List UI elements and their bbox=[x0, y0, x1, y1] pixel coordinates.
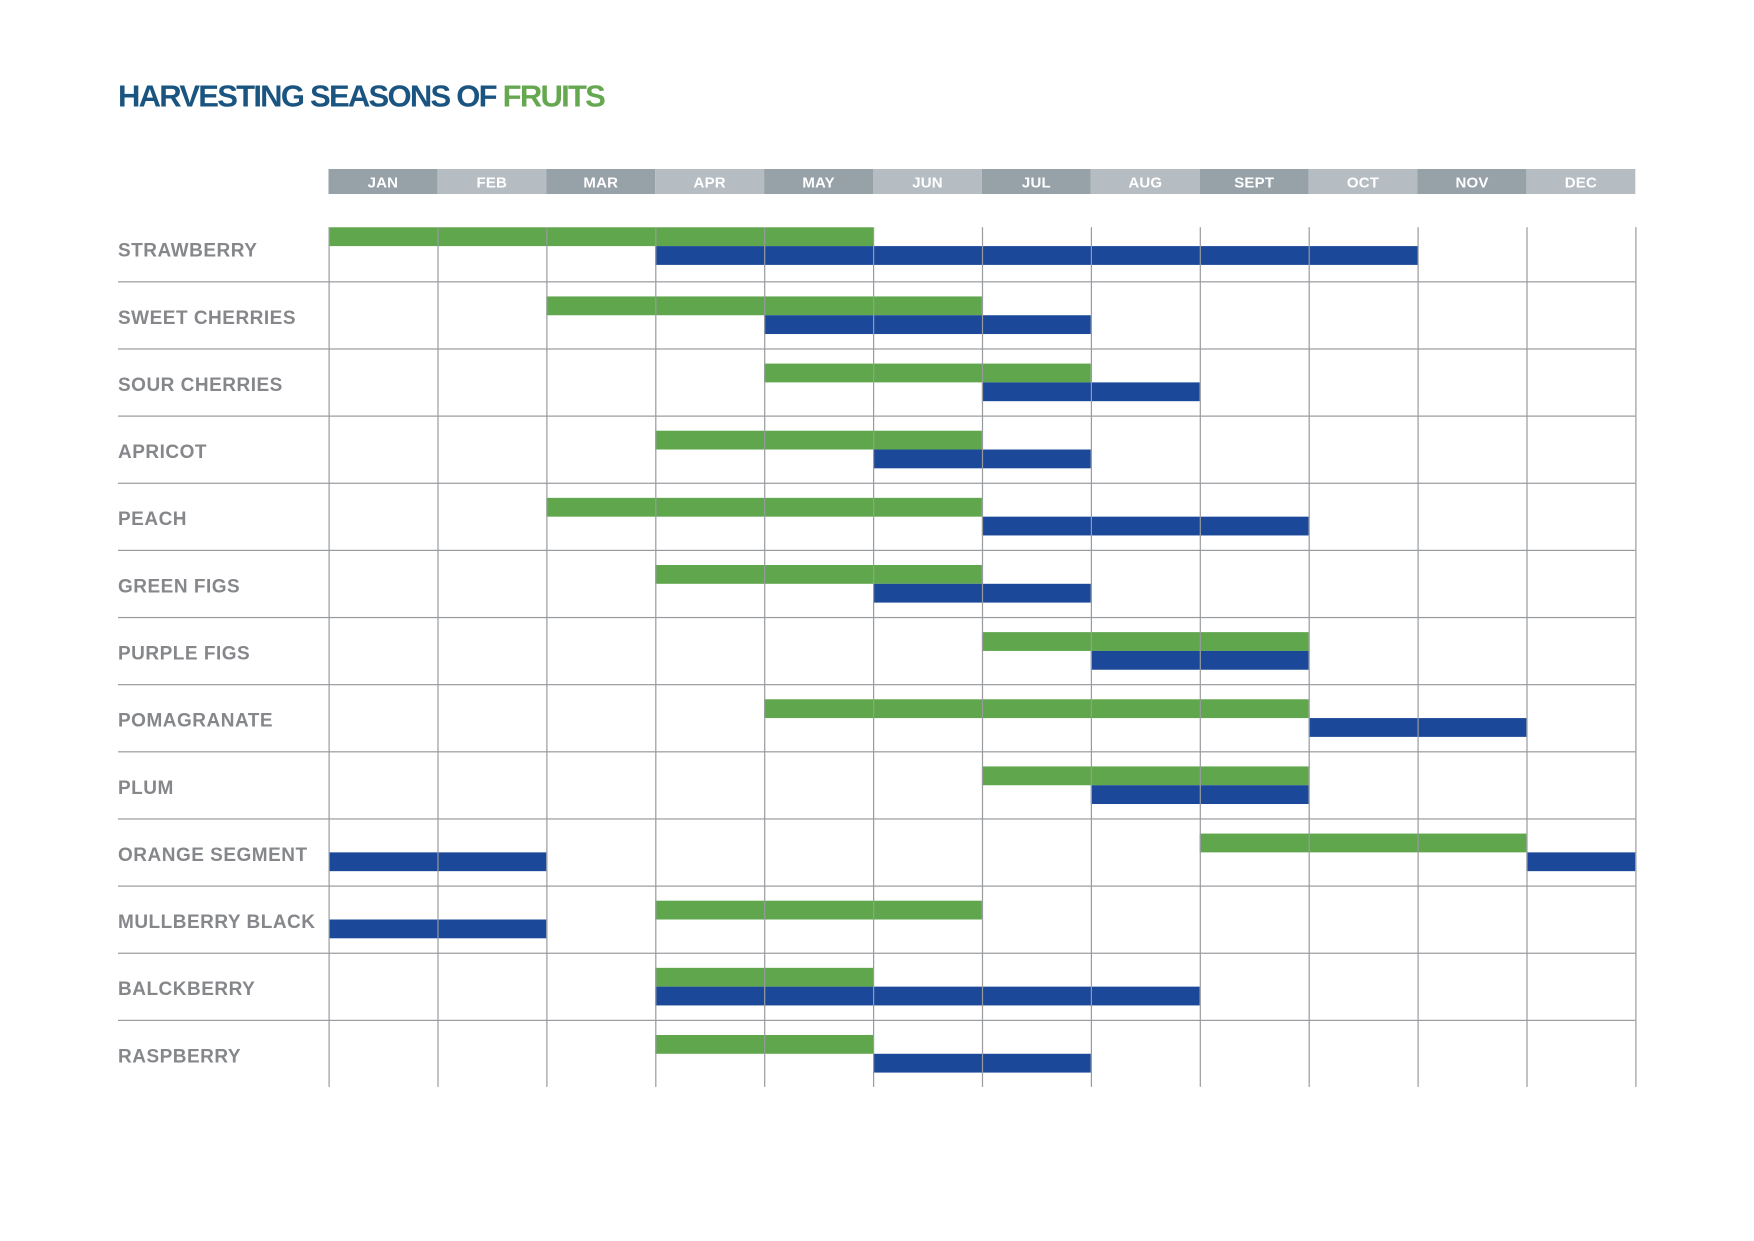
svg-text:SOUR CHERRIES: SOUR CHERRIES bbox=[118, 375, 283, 396]
svg-text:RASPBERRY: RASPBERRY bbox=[118, 1046, 241, 1067]
svg-text:ORANGE SEGMENT: ORANGE SEGMENT bbox=[118, 845, 308, 866]
svg-text:AUG: AUG bbox=[1128, 175, 1162, 192]
svg-text:OCT: OCT bbox=[1347, 175, 1379, 192]
svg-text:JAN: JAN bbox=[368, 175, 399, 192]
svg-text:MAY: MAY bbox=[802, 175, 835, 192]
svg-text:GREEN FIGS: GREEN FIGS bbox=[118, 576, 240, 597]
svg-text:FEB: FEB bbox=[476, 175, 507, 192]
svg-text:BALCKBERRY: BALCKBERRY bbox=[118, 979, 255, 1000]
svg-text:NOV: NOV bbox=[1455, 175, 1488, 192]
svg-text:DEC: DEC bbox=[1565, 175, 1597, 192]
svg-text:APR: APR bbox=[694, 175, 726, 192]
svg-text:POMAGRANATE: POMAGRANATE bbox=[118, 711, 273, 732]
svg-text:PURPLE FIGS: PURPLE FIGS bbox=[118, 644, 250, 665]
svg-text:MAR: MAR bbox=[583, 175, 618, 192]
svg-text:STRAWBERRY: STRAWBERRY bbox=[118, 241, 257, 262]
svg-text:JUN: JUN bbox=[912, 175, 943, 192]
svg-text:MULLBERRY BLACK: MULLBERRY BLACK bbox=[118, 912, 316, 933]
svg-text:SWEET CHERRIES: SWEET CHERRIES bbox=[118, 308, 296, 329]
svg-text:JUL: JUL bbox=[1022, 175, 1051, 192]
svg-text:PLUM: PLUM bbox=[118, 778, 174, 799]
svg-text:HARVESTING SEASONS OF FRUITS: HARVESTING SEASONS OF FRUITS bbox=[118, 79, 605, 114]
svg-text:SEPT: SEPT bbox=[1234, 175, 1274, 192]
svg-text:APRICOT: APRICOT bbox=[118, 442, 207, 463]
svg-text:PEACH: PEACH bbox=[118, 509, 187, 530]
